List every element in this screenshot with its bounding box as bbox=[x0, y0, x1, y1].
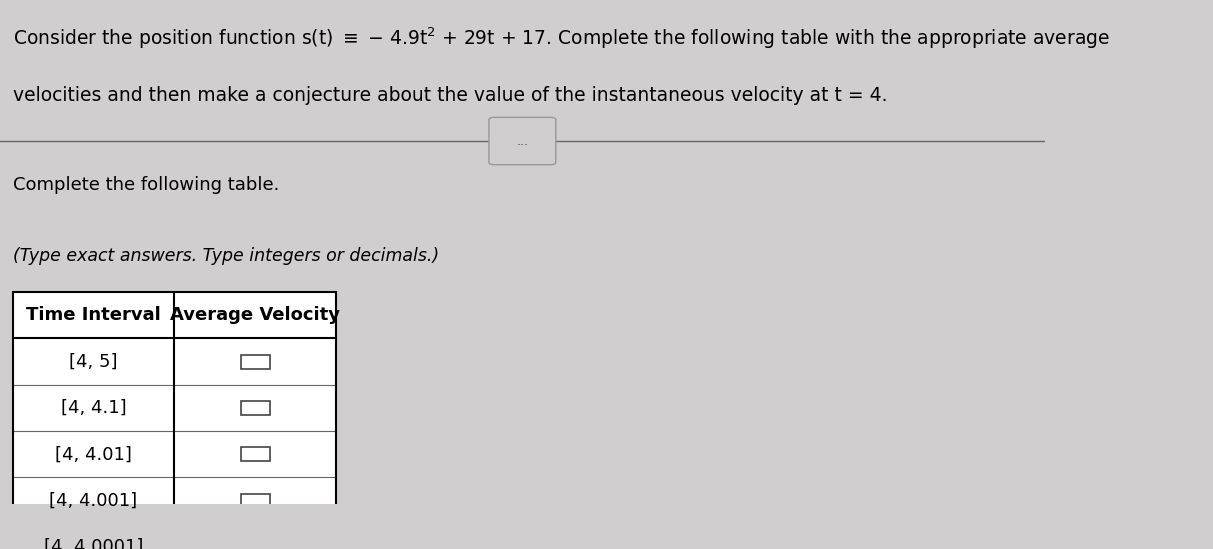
Bar bbox=[12, 292, 336, 549]
Text: Consider the position function s(t) $\equiv$ $-$ 4.9t$^2$ + 29t + 17. Complete t: Consider the position function s(t) $\eq… bbox=[12, 25, 1110, 51]
Text: [4, 5]: [4, 5] bbox=[69, 352, 118, 371]
Text: velocities and then make a conjecture about the value of the instantaneous veloc: velocities and then make a conjecture ab… bbox=[12, 86, 887, 105]
Bar bbox=[241, 447, 270, 461]
Bar bbox=[241, 494, 270, 508]
Text: (Type exact answers. Type integers or decimals.): (Type exact answers. Type integers or de… bbox=[12, 247, 439, 265]
Bar bbox=[241, 401, 270, 415]
FancyBboxPatch shape bbox=[489, 117, 556, 165]
Text: [4, 4.1]: [4, 4.1] bbox=[61, 399, 126, 417]
Bar bbox=[12, 338, 336, 549]
Text: [4, 4.001]: [4, 4.001] bbox=[50, 491, 137, 509]
Text: [4, 4.0001]: [4, 4.0001] bbox=[44, 538, 143, 549]
Bar bbox=[241, 355, 270, 369]
Text: Average Velocity: Average Velocity bbox=[170, 306, 341, 324]
Bar bbox=[12, 292, 336, 338]
Text: ...: ... bbox=[517, 135, 529, 148]
Text: Complete the following table.: Complete the following table. bbox=[12, 176, 279, 194]
Text: [4, 4.01]: [4, 4.01] bbox=[55, 445, 132, 463]
Text: Time Interval: Time Interval bbox=[27, 306, 161, 324]
Bar bbox=[241, 540, 270, 549]
